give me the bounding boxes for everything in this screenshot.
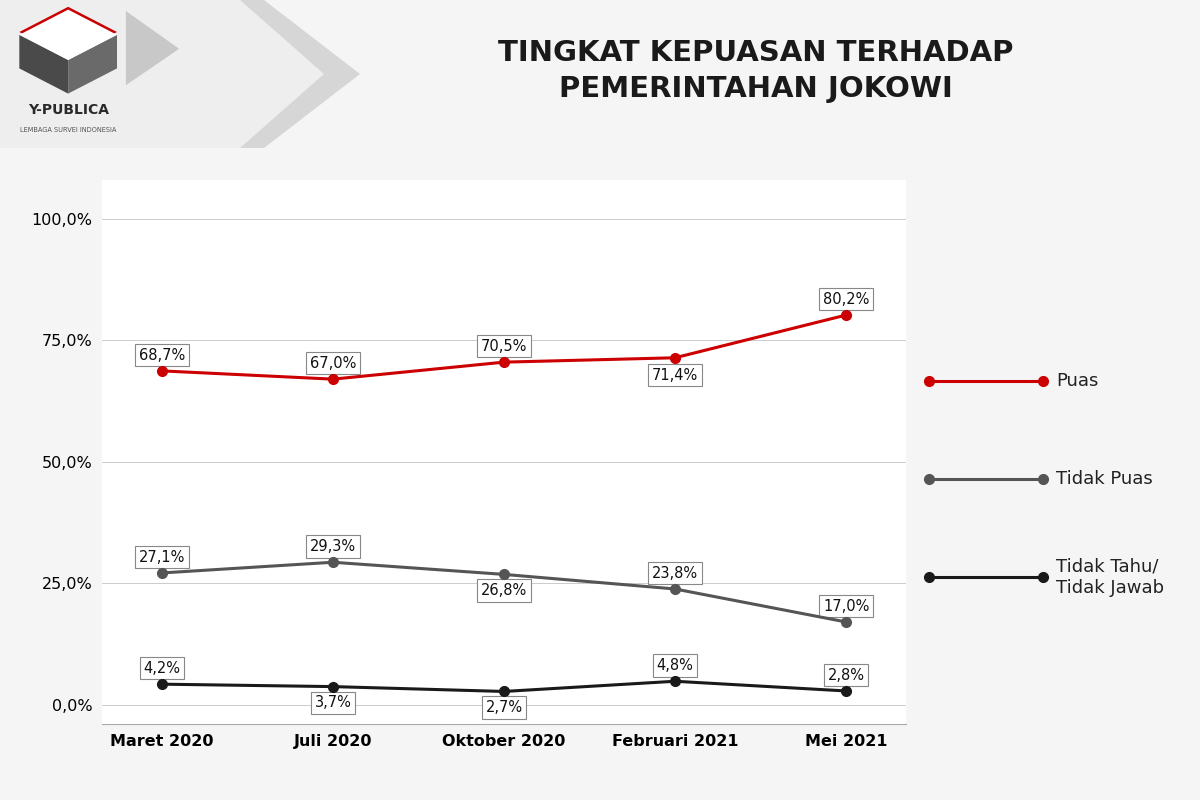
Polygon shape bbox=[0, 0, 324, 148]
Text: 26,8%: 26,8% bbox=[481, 583, 527, 598]
Text: 29,3%: 29,3% bbox=[310, 539, 356, 554]
Text: 71,4%: 71,4% bbox=[652, 368, 698, 382]
Text: 4,2%: 4,2% bbox=[143, 661, 180, 676]
Polygon shape bbox=[19, 35, 68, 94]
Text: 68,7%: 68,7% bbox=[139, 347, 185, 362]
Polygon shape bbox=[68, 35, 118, 94]
Text: 67,0%: 67,0% bbox=[310, 356, 356, 371]
Text: 4,8%: 4,8% bbox=[656, 658, 694, 673]
Text: 70,5%: 70,5% bbox=[481, 339, 527, 354]
Text: LEMBAGA SURVEI INDONESIA: LEMBAGA SURVEI INDONESIA bbox=[20, 127, 116, 133]
Text: Puas: Puas bbox=[1056, 372, 1098, 390]
Text: 3,7%: 3,7% bbox=[314, 695, 352, 710]
Polygon shape bbox=[126, 11, 179, 86]
Text: 80,2%: 80,2% bbox=[823, 292, 869, 306]
Text: Tidak Tahu/
Tidak Jawab: Tidak Tahu/ Tidak Jawab bbox=[1056, 558, 1164, 597]
Polygon shape bbox=[19, 7, 118, 58]
Text: TINGKAT KEPUASAN TERHADAP
PEMERINTAHAN JOKOWI: TINGKAT KEPUASAN TERHADAP PEMERINTAHAN J… bbox=[498, 39, 1014, 103]
Polygon shape bbox=[0, 0, 360, 148]
Text: 27,1%: 27,1% bbox=[139, 550, 185, 565]
Text: 2,8%: 2,8% bbox=[828, 668, 865, 682]
Text: Tidak Puas: Tidak Puas bbox=[1056, 470, 1153, 488]
Text: 17,0%: 17,0% bbox=[823, 598, 869, 614]
Text: 23,8%: 23,8% bbox=[652, 566, 698, 581]
Polygon shape bbox=[19, 10, 118, 60]
Text: 2,7%: 2,7% bbox=[486, 700, 522, 715]
Text: Y-PUBLICA: Y-PUBLICA bbox=[28, 103, 109, 118]
